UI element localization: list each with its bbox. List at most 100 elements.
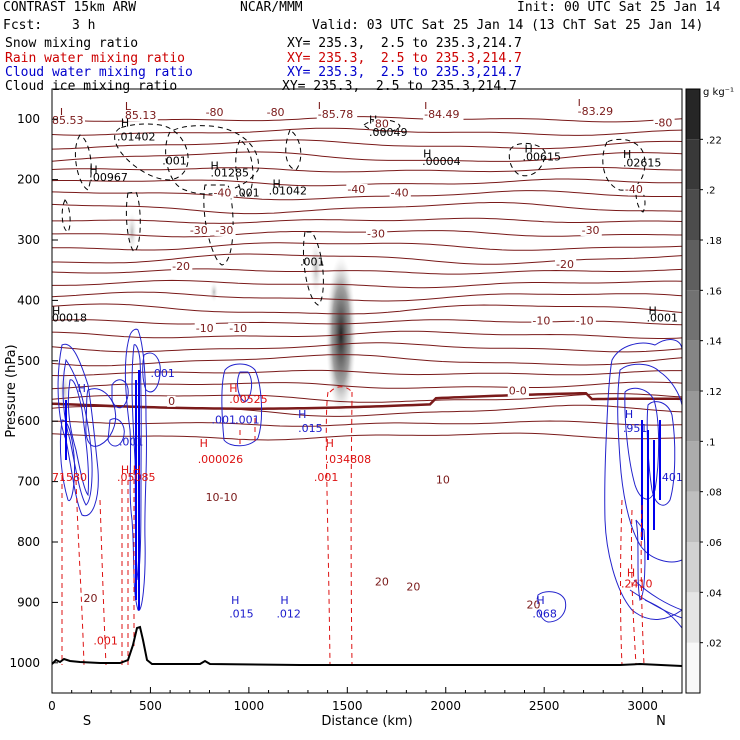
isotherm-line — [52, 303, 682, 315]
contour-label: H — [280, 594, 288, 607]
label-backdrop — [123, 110, 158, 122]
snow-contour — [508, 143, 546, 177]
snow-contour — [61, 199, 71, 233]
terrain-line — [52, 625, 682, 667]
contour-label: L — [424, 100, 431, 113]
contour-label: L — [318, 100, 325, 113]
colorbar-tick-label: .14 — [706, 337, 722, 348]
snow-contour — [114, 123, 189, 181]
snow-contour — [74, 134, 92, 191]
isotherm-line — [52, 127, 682, 136]
cloud-contour — [107, 418, 125, 447]
label-backdrop — [194, 322, 216, 334]
legend-cloud-name: Cloud water mixing ratio — [5, 65, 193, 80]
contour-label: H — [200, 437, 208, 450]
x-tick-label: 2000 — [430, 699, 461, 713]
isotherm-line — [52, 202, 682, 215]
rain-water-contours — [61, 386, 645, 666]
x-tick-label: 0 — [48, 699, 56, 713]
label-backdrop — [373, 118, 389, 130]
colorbar: .02 .04 .06 .08 .1 .12 .14 .16 .18 .2 .22 g kg⁻¹ — [685, 87, 734, 694]
isotherm-line — [52, 151, 682, 162]
colorbar-bin — [686, 542, 700, 593]
contour-label: H — [649, 304, 657, 317]
contour-label: .034808 — [326, 453, 372, 466]
isotherm-line — [52, 342, 682, 353]
colorbar-bin — [686, 290, 700, 341]
contour-label: -80 — [206, 106, 224, 119]
contour-label: -30 — [367, 228, 385, 241]
isotherm-line — [52, 330, 682, 339]
cloud-contour — [85, 388, 117, 447]
isotherm-line — [52, 381, 682, 390]
y-tick-label: 300 — [17, 233, 40, 247]
label-backdrop — [167, 395, 176, 407]
rain-contour — [99, 499, 107, 666]
section-end-label: N — [656, 714, 666, 729]
rain-contour — [620, 499, 623, 666]
cloud-contour — [635, 519, 646, 602]
isotherm-line — [52, 432, 682, 441]
snow-contour — [203, 184, 234, 266]
colorbar-tick-label: .2 — [706, 186, 716, 197]
forecast-hour: 3 h — [72, 18, 96, 33]
contour-label: -20 — [556, 258, 574, 271]
contour-label: .001 — [235, 187, 260, 200]
rain-contour — [325, 391, 331, 666]
isotherm-line — [52, 242, 682, 251]
contour-label: 10-10 — [206, 491, 238, 504]
contour-label: 80 — [375, 118, 389, 131]
contour-label: H — [121, 116, 129, 129]
contour-label: H — [623, 148, 631, 161]
rain-contour — [329, 386, 353, 393]
contour-label: .2410 — [621, 577, 653, 590]
section-start-label: S — [83, 714, 91, 729]
label-backdrop — [423, 101, 432, 113]
ice-minor-shading — [210, 282, 218, 302]
colorbar-tick-label: .18 — [706, 236, 722, 247]
isotherm-line — [52, 393, 682, 403]
label-backdrop — [623, 183, 646, 195]
x-tick-label: 1500 — [332, 699, 363, 713]
colorbar-tick-label: .08 — [706, 488, 722, 499]
contour-label: -30 — [215, 224, 233, 237]
contour-label: 00018 — [52, 312, 87, 325]
contour-label: .05085 — [117, 471, 156, 484]
label-backdrop — [214, 224, 236, 236]
label-backdrop — [531, 315, 553, 327]
cloud-contour — [57, 343, 99, 517]
legend-ice-name: Cloud ice mixing ratio — [5, 79, 178, 94]
label-backdrop — [653, 117, 675, 129]
contour-label: .001 — [119, 435, 144, 448]
colorbar-unit: g kg⁻¹ — [703, 87, 734, 98]
label-backdrop — [212, 187, 234, 199]
colorbar-tick-label: .06 — [706, 538, 722, 549]
snow-contour — [285, 129, 302, 171]
cloud-contour — [646, 401, 676, 506]
contour-label: .001 — [93, 635, 118, 648]
isotherm-line — [52, 420, 682, 427]
contour-label: L — [60, 106, 67, 119]
y-tick-label: 700 — [17, 475, 40, 489]
colorbar-bin — [686, 642, 700, 693]
x-axis-title: Distance (km) — [321, 714, 412, 729]
label-backdrop — [316, 108, 358, 120]
contour-label: -10 — [532, 315, 550, 328]
label-backdrop — [580, 224, 602, 236]
label-backdrop — [373, 576, 389, 588]
cloud-water-cores — [65, 370, 661, 610]
colorbar-bin — [686, 240, 700, 291]
cloud-contour — [221, 363, 263, 447]
contour-label: 71580 — [52, 471, 87, 484]
ice-minor-shading — [127, 212, 137, 252]
snow-contour — [125, 191, 141, 253]
y-axis-title: Pressure (hPa) — [4, 344, 19, 437]
contour-label: .015 — [229, 608, 254, 621]
colorbar-bin — [686, 340, 700, 391]
contour-label: -80 — [654, 116, 672, 129]
label-backdrop — [123, 101, 133, 113]
contour-label: -40 — [391, 187, 409, 200]
snow-contour — [602, 138, 646, 191]
